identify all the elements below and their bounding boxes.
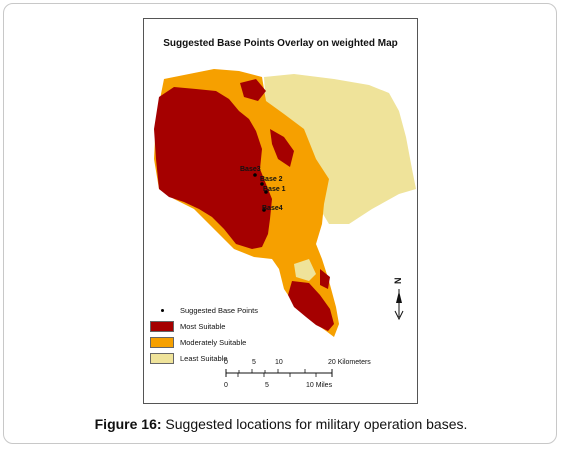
swatch-moderately-suitable (150, 336, 174, 348)
caption-label: Figure 16: (94, 416, 162, 432)
base-point (264, 190, 268, 194)
map-legend: Suggested Base Points Most Suitable Mode… (150, 302, 258, 366)
most-suitable-region (320, 269, 330, 289)
figure-caption: Figure 16: Suggested locations for milit… (0, 416, 562, 432)
most-suitable-region (240, 79, 266, 101)
base-label: Base3 (240, 166, 261, 173)
svg-text:5: 5 (265, 382, 269, 389)
legend-item: Most Suitable (150, 318, 258, 334)
least-suitable-streak (294, 259, 316, 281)
most-suitable-region (270, 129, 294, 167)
svg-text:N: N (393, 278, 403, 285)
least-suitable-streak (329, 111, 354, 169)
base-point (260, 182, 264, 186)
most-suitable-region (288, 281, 334, 331)
svg-text:10: 10 (275, 359, 283, 366)
map-panel: Suggested Base Points Overlay on weighte… (143, 18, 418, 404)
base-point (253, 173, 257, 177)
point-symbol-icon (150, 305, 174, 316)
base-label: Base4 (262, 205, 283, 212)
svg-text:20 Kilometers: 20 Kilometers (328, 359, 371, 366)
svg-text:5: 5 (252, 359, 256, 366)
caption-text: Suggested locations for military operati… (161, 416, 468, 432)
svg-text:10 Miles: 10 Miles (306, 382, 333, 389)
scale-bar: 0 5 10 20 Kilometers 0 5 10 Miles (224, 359, 371, 389)
north-arrow-icon: N (393, 278, 404, 321)
suitability-map: Base3 Base 2 Base 1 Base4 N (154, 69, 416, 337)
map-title: Suggested Base Points Overlay on weighte… (163, 38, 398, 49)
swatch-most-suitable (150, 320, 174, 332)
most-suitable-region (154, 87, 272, 249)
base-point (262, 208, 266, 212)
legend-item: Least Suitable (150, 350, 258, 366)
svg-text:0: 0 (224, 382, 228, 389)
svg-text:0: 0 (224, 359, 228, 366)
legend-item: Suggested Base Points (150, 302, 258, 318)
swatch-least-suitable (150, 352, 174, 364)
base-label: Base 2 (260, 176, 283, 183)
legend-item: Moderately Suitable (150, 334, 258, 350)
base-label: Base 1 (263, 186, 286, 193)
